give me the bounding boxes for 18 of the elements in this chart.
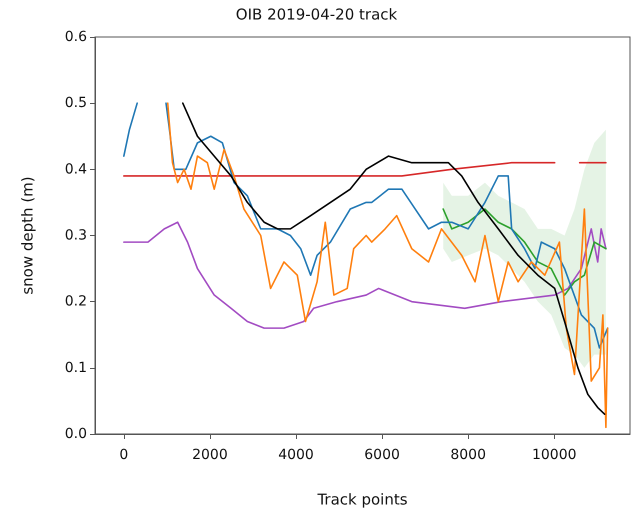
x-tick-label: 2000 — [192, 447, 228, 463]
y-tick-label: 0.6 — [64, 29, 88, 45]
x-tick-label: 6000 — [364, 447, 400, 463]
y-tick-label: 0.3 — [64, 228, 87, 244]
x-tick-label: 8000 — [450, 447, 486, 463]
y-axis-title: snow depth (m) — [18, 176, 36, 295]
x-tick-label: 10000 — [532, 447, 577, 463]
y-tick-label: 0.5 — [64, 95, 87, 112]
chart-title: OIB 2019-04-20 track — [236, 6, 398, 24]
y-tick-label: 0.4 — [64, 161, 88, 178]
x-axis-title: Track points — [316, 490, 408, 508]
x-tick-label: 4000 — [278, 447, 314, 463]
y-tick-label: 0.2 — [64, 294, 87, 310]
line-series — [123, 221, 607, 329]
y-tick-label: 0.1 — [64, 360, 87, 376]
line-series — [442, 208, 607, 296]
y-tick-label: 0.0 — [64, 426, 87, 442]
x-tick-label: 0 — [119, 447, 128, 463]
